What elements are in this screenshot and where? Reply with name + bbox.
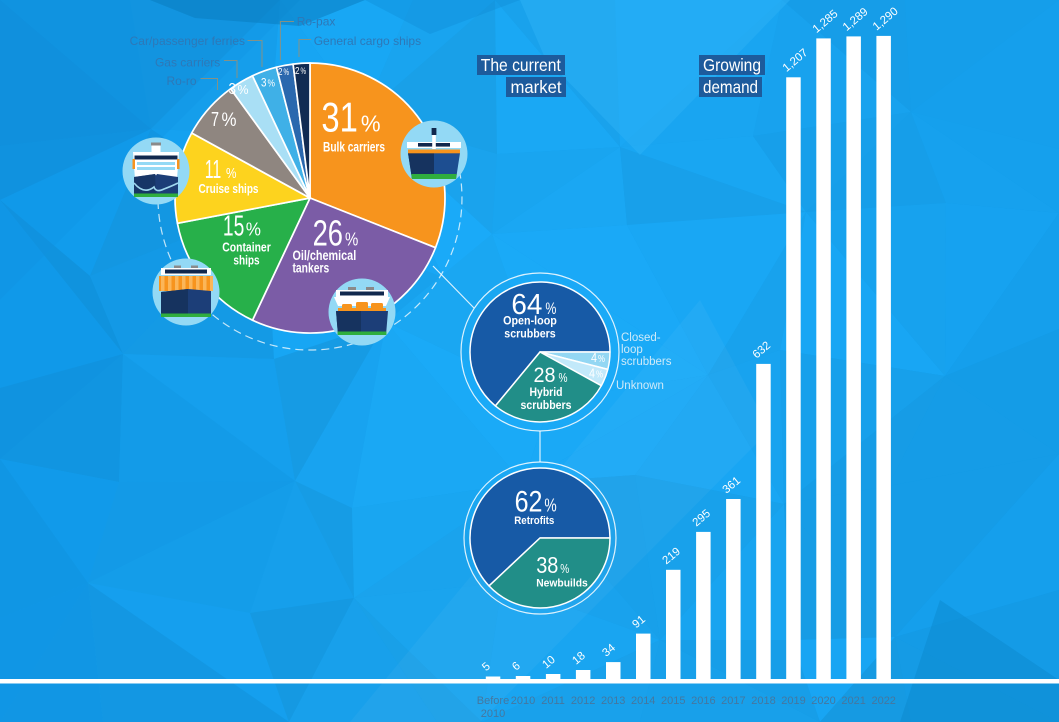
svg-text:%: % [345,229,358,249]
svg-text:%: % [545,299,556,318]
svg-text:Cruise ships: Cruise ships [199,182,259,196]
svg-text:Closed-: Closed- [621,332,661,344]
svg-text:General cargo ships: General cargo ships [314,34,421,48]
svg-text:2016: 2016 [691,695,715,707]
svg-text:Oil/chemical: Oil/chemical [293,248,357,263]
svg-text:2010: 2010 [511,695,535,707]
svg-text:Car/passenger ferries: Car/passenger ferries [130,34,245,48]
svg-text:2021: 2021 [841,695,865,707]
svg-text:2018: 2018 [751,695,775,707]
svg-text:scrubbers: scrubbers [504,329,555,341]
svg-text:3: 3 [261,76,267,90]
svg-text:ships: ships [233,253,259,268]
svg-text:%: % [559,370,568,385]
svg-text:Retrofits: Retrofits [514,515,554,527]
svg-text:2010: 2010 [481,708,505,720]
svg-text:Ro-ro: Ro-ro [166,74,196,88]
svg-text:demand: demand [703,77,758,97]
svg-text:7: 7 [211,109,219,131]
svg-text:2015: 2015 [661,695,685,707]
svg-text:scrubbers: scrubbers [521,400,572,412]
svg-text:Unknown: Unknown [616,380,664,392]
svg-text:%: % [301,66,307,76]
svg-text:Container: Container [222,239,271,254]
svg-text:%: % [222,110,237,131]
svg-text:15: 15 [223,210,244,242]
svg-text:%: % [361,111,381,137]
svg-text:Before: Before [477,695,509,707]
svg-text:scrubbers: scrubbers [621,356,672,368]
svg-text:2013: 2013 [601,695,625,707]
svg-text:2014: 2014 [631,695,655,707]
svg-text:4: 4 [589,367,595,381]
svg-text:The current: The current [481,55,561,75]
svg-text:Gas carriers: Gas carriers [155,56,220,70]
svg-text:%: % [268,79,276,90]
svg-text:11: 11 [205,154,222,184]
svg-text:2020: 2020 [811,695,835,707]
svg-text:28: 28 [534,363,556,387]
svg-text:market: market [511,77,562,97]
svg-text:Ro-pax: Ro-pax [297,15,336,29]
svg-text:%: % [246,219,261,239]
svg-text:2011: 2011 [541,695,565,707]
svg-text:%: % [226,165,237,182]
svg-text:3: 3 [229,81,237,98]
svg-text:64: 64 [511,289,542,321]
svg-text:%: % [598,354,605,365]
svg-text:%: % [544,495,556,516]
svg-text:31: 31 [321,94,357,141]
svg-text:Growing: Growing [703,55,761,75]
svg-text:Hybrid: Hybrid [530,387,563,399]
svg-text:26: 26 [313,212,343,253]
svg-text:2022: 2022 [871,695,895,707]
svg-text:tankers: tankers [293,261,330,276]
svg-text:2012: 2012 [571,695,595,707]
svg-text:%: % [596,370,603,381]
svg-text:4: 4 [591,351,597,365]
svg-text:Newbuilds: Newbuilds [536,578,588,590]
svg-text:%: % [238,82,249,97]
svg-text:loop: loop [621,344,643,356]
svg-text:2: 2 [295,65,300,77]
svg-text:Open-loop: Open-loop [503,316,557,328]
svg-text:62: 62 [515,486,543,519]
svg-text:%: % [560,561,569,576]
svg-text:Bulk carriers: Bulk carriers [323,138,385,154]
svg-text:2019: 2019 [781,695,805,707]
svg-text:38: 38 [536,552,558,578]
svg-text:2: 2 [278,66,283,78]
svg-text:2017: 2017 [721,695,745,707]
svg-text:%: % [284,67,290,77]
